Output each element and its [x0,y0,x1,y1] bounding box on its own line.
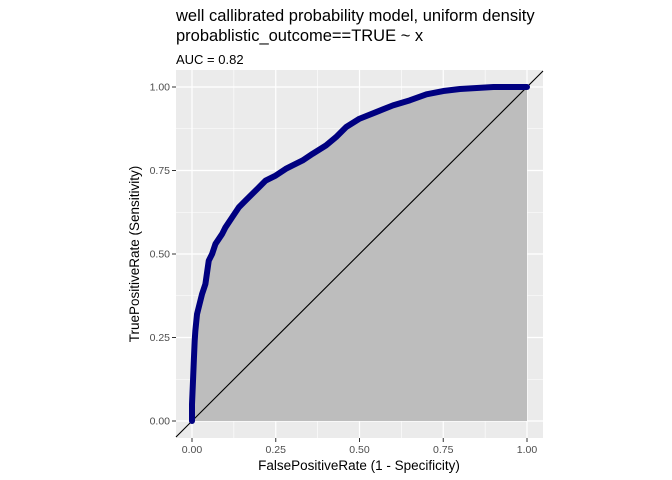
y-axis-title: TruePositiveRate (Sensitivity) [127,166,142,343]
x-axis-ticks: 0.00 0.25 0.50 0.75 1.00 [182,438,538,456]
reference-diagonal [175,70,544,438]
x-axis-title: FalsePositiveRate (1 - Specificity) [258,458,460,473]
x-tick-label: 0.75 [433,444,454,456]
y-tick-label: 0.75 [150,165,171,177]
y-tick-label: 1.00 [150,82,171,94]
x-tick-label: 1.00 [517,444,538,456]
y-tick-label: 0.25 [150,332,171,344]
y-tick-label: 0.50 [150,249,171,261]
chart-title: well callibrated probability model, unif… [176,7,535,25]
y-axis-ticks: 0.00 0.25 0.50 0.75 1.00 [150,82,176,428]
chart-title-formula: probablistic_outcome==TRUE ~ x [176,27,424,45]
y-tick-label: 0.00 [150,416,171,428]
title-block: well callibrated probability model, unif… [176,6,666,68]
x-tick-label: 0.00 [182,444,203,456]
roc-curve [189,84,530,424]
x-tick-label: 0.50 [349,444,370,456]
chart-subtitle: AUC = 0.82 [176,52,244,67]
x-tick-label: 0.25 [266,444,287,456]
